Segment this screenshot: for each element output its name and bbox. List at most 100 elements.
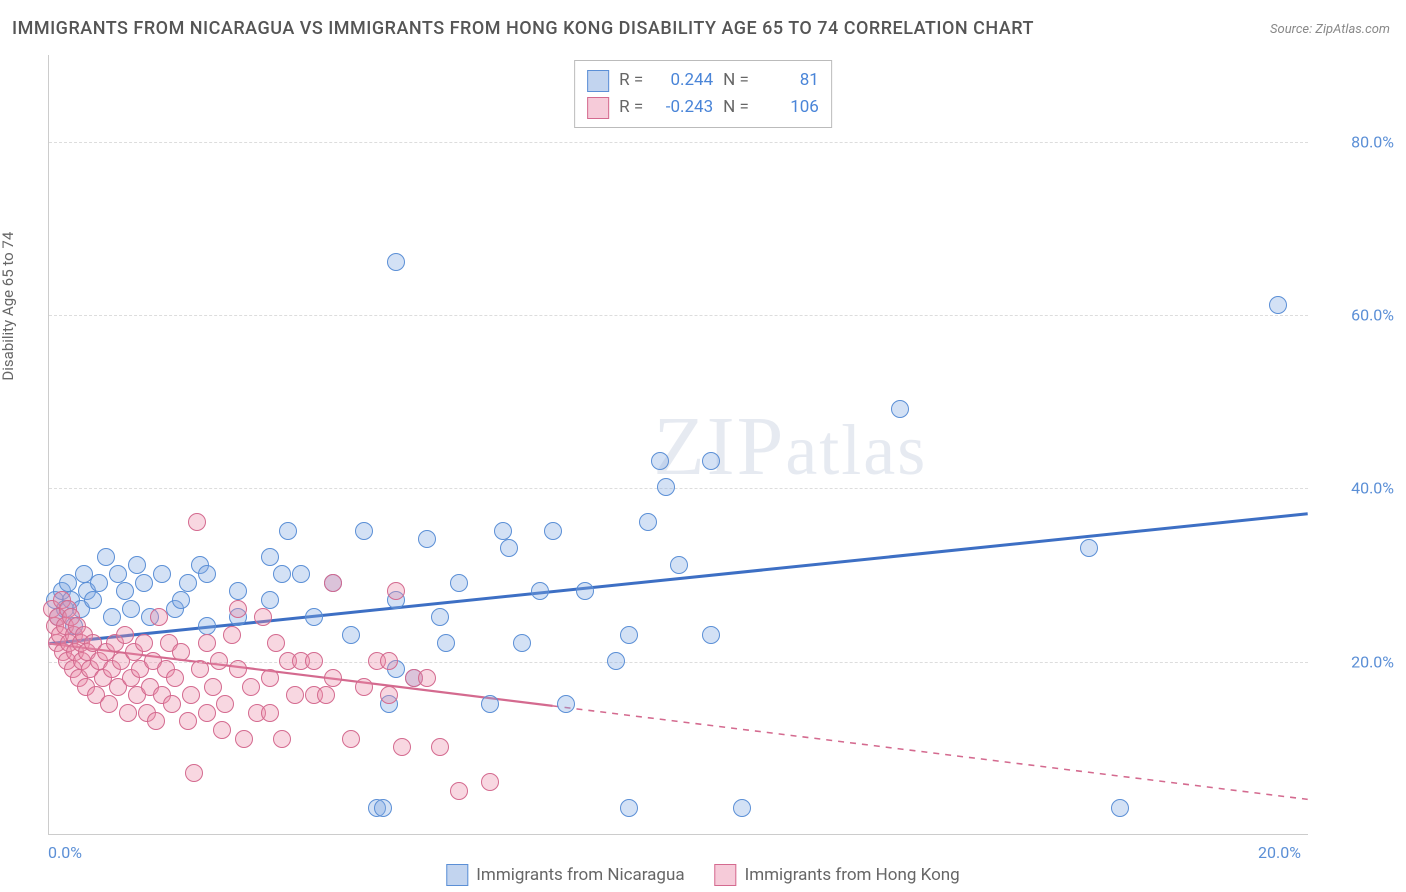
scatter-point xyxy=(387,582,405,600)
scatter-point xyxy=(90,574,108,592)
scatter-point xyxy=(198,634,216,652)
stat-r-value: -0.243 xyxy=(653,94,713,121)
scatter-point xyxy=(100,695,118,713)
scatter-point xyxy=(620,799,638,817)
legend-label: Immigrants from Hong Kong xyxy=(745,865,960,885)
stat-label-n: N = xyxy=(723,94,749,121)
scatter-point xyxy=(198,617,216,635)
gridline xyxy=(49,315,1308,316)
scatter-point xyxy=(279,522,297,540)
plot-area: ZIPatlas xyxy=(48,55,1308,835)
scatter-point xyxy=(261,591,279,609)
scatter-point xyxy=(576,582,594,600)
scatter-point xyxy=(116,626,134,644)
scatter-point xyxy=(229,660,247,678)
scatter-point xyxy=(620,626,638,644)
scatter-point xyxy=(172,643,190,661)
scatter-point xyxy=(97,548,115,566)
scatter-point xyxy=(213,721,231,739)
scatter-point xyxy=(229,600,247,618)
scatter-point xyxy=(374,799,392,817)
y-tick-label: 60.0% xyxy=(1351,306,1394,325)
scatter-point xyxy=(544,522,562,540)
scatter-point xyxy=(150,608,168,626)
scatter-point xyxy=(1111,799,1129,817)
scatter-point xyxy=(191,660,209,678)
y-tick-label: 40.0% xyxy=(1351,479,1394,498)
stat-n-value: 81 xyxy=(759,67,819,94)
scatter-point xyxy=(182,686,200,704)
scatter-point xyxy=(204,678,222,696)
stat-r-value: 0.244 xyxy=(653,67,713,94)
scatter-point xyxy=(342,730,360,748)
scatter-point xyxy=(273,565,291,583)
y-tick-label: 80.0% xyxy=(1351,132,1394,151)
scatter-point xyxy=(324,669,342,687)
stat-n-value: 106 xyxy=(759,94,819,121)
legend: Immigrants from Nicaragua Immigrants fro… xyxy=(446,864,959,886)
scatter-point xyxy=(179,712,197,730)
scatter-point xyxy=(109,565,127,583)
gridline xyxy=(49,142,1308,143)
scatter-point xyxy=(355,678,373,696)
scatter-point xyxy=(481,695,499,713)
scatter-point xyxy=(119,704,137,722)
scatter-point xyxy=(198,704,216,722)
scatter-point xyxy=(261,704,279,722)
scatter-point xyxy=(84,591,102,609)
scatter-point xyxy=(657,478,675,496)
scatter-point xyxy=(702,452,720,470)
legend-item-nicaragua: Immigrants from Nicaragua xyxy=(446,864,684,886)
stats-row-nicaragua: R = 0.244 N = 81 xyxy=(587,67,819,94)
y-axis-label: Disability Age 65 to 74 xyxy=(0,232,17,381)
stats-row-hongkong: R = -0.243 N = 106 xyxy=(587,94,819,121)
scatter-point xyxy=(651,452,669,470)
scatter-point xyxy=(500,539,518,557)
scatter-point xyxy=(418,669,436,687)
scatter-point xyxy=(1269,296,1287,314)
scatter-point xyxy=(431,608,449,626)
scatter-point xyxy=(267,634,285,652)
scatter-point xyxy=(1080,539,1098,557)
scatter-point xyxy=(210,652,228,670)
scatter-point xyxy=(235,730,253,748)
scatter-point xyxy=(380,686,398,704)
stat-label-r: R = xyxy=(619,94,643,121)
scatter-point xyxy=(223,626,241,644)
scatter-point xyxy=(172,591,190,609)
scatter-point xyxy=(261,669,279,687)
correlation-stats-box: R = 0.244 N = 81 R = -0.243 N = 106 xyxy=(574,60,832,128)
x-tick-label: 20.0% xyxy=(1258,843,1301,862)
scatter-point xyxy=(179,574,197,592)
gridline xyxy=(49,488,1308,489)
scatter-point xyxy=(437,634,455,652)
swatch-icon xyxy=(587,97,609,119)
scatter-point xyxy=(494,522,512,540)
scatter-point xyxy=(355,522,373,540)
swatch-icon xyxy=(446,864,468,886)
scatter-point xyxy=(450,574,468,592)
scatter-point xyxy=(418,530,436,548)
scatter-point xyxy=(670,556,688,574)
legend-label: Immigrants from Nicaragua xyxy=(476,865,684,885)
scatter-point xyxy=(513,634,531,652)
trendlines-layer xyxy=(49,55,1308,834)
stat-label-r: R = xyxy=(619,67,643,94)
stat-label-n: N = xyxy=(723,67,749,94)
scatter-point xyxy=(198,565,216,583)
scatter-point xyxy=(639,513,657,531)
scatter-point xyxy=(135,634,153,652)
scatter-point xyxy=(431,738,449,756)
scatter-point xyxy=(557,695,575,713)
y-tick-label: 20.0% xyxy=(1351,652,1394,671)
scatter-point xyxy=(229,582,247,600)
scatter-point xyxy=(166,669,184,687)
scatter-point xyxy=(380,652,398,670)
scatter-point xyxy=(531,582,549,600)
swatch-icon xyxy=(587,70,609,92)
scatter-point xyxy=(286,686,304,704)
scatter-point xyxy=(147,712,165,730)
scatter-point xyxy=(305,652,323,670)
scatter-point xyxy=(702,626,720,644)
scatter-point xyxy=(185,764,203,782)
